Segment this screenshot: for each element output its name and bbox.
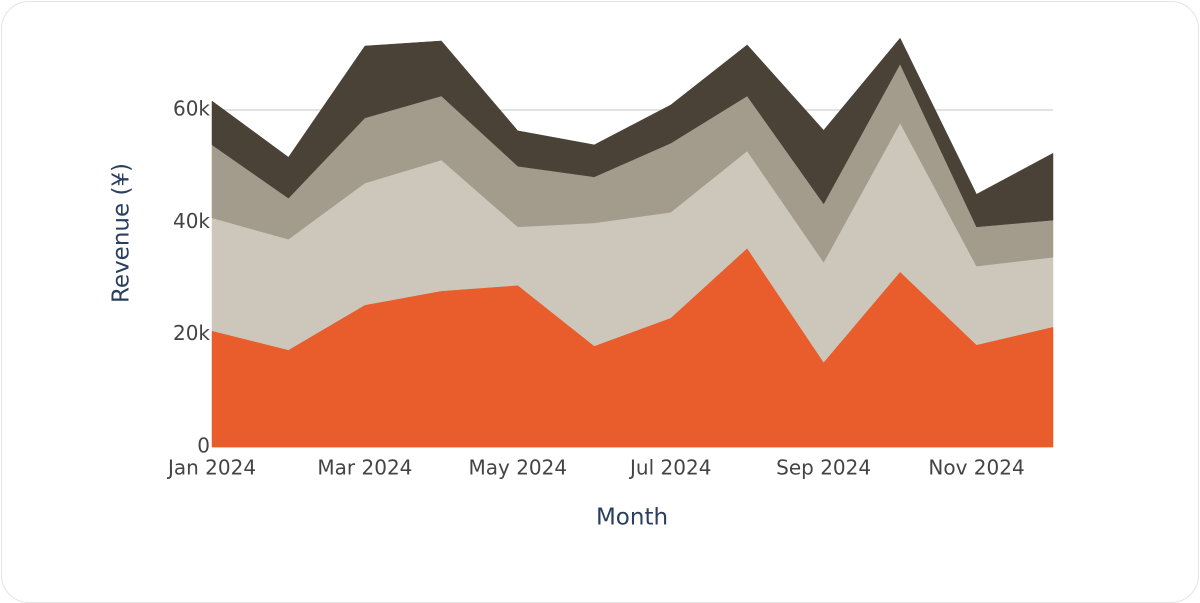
x-tick-label: Jul 2024 — [628, 456, 711, 480]
y-tick-label: 20k — [173, 321, 210, 345]
areas — [211, 37, 1054, 448]
y-tick-label: 40k — [173, 209, 210, 233]
area — [211, 37, 1054, 228]
x-tick-label: Nov 2024 — [928, 456, 1024, 480]
x-tick-label: Sep 2024 — [776, 456, 871, 480]
y-axis-title: Revenue (¥) — [109, 163, 135, 303]
y-tick-label: 60k — [173, 97, 210, 121]
x-tick-label: Jan 2024 — [166, 456, 256, 480]
x-tick-label: May 2024 — [469, 456, 568, 480]
x-axis-title: Month — [596, 505, 668, 531]
labels: 0 20k 40k 60k Jan 2024 Mar 2024 May 2024 Jul 20… — [166, 97, 1025, 480]
x-tick-label: Mar 2024 — [317, 456, 412, 480]
y-tick-label: 0 — [197, 434, 210, 458]
chart: 0 20k 40k 60k Jan 2024 Mar 2024 May 2024 Jul 20… — [109, 37, 1054, 531]
